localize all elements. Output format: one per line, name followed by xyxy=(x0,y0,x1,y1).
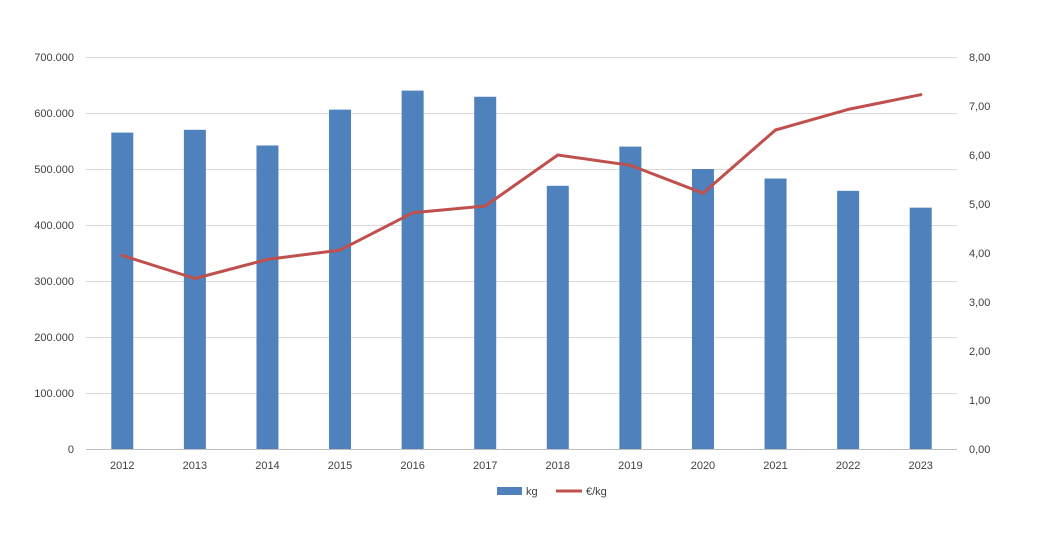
left-axis-ticks: 0 100.000 200.000 300.000 400.000 500.000 600.… xyxy=(34,52,74,456)
line-point-2015 xyxy=(338,248,342,252)
bar-2018 xyxy=(546,185,569,450)
x-tick-label: 2014 xyxy=(255,460,279,472)
right-tick-label: 6,00 xyxy=(969,150,990,162)
line-series xyxy=(120,93,923,280)
line-point-2014 xyxy=(265,257,269,261)
bar-2016 xyxy=(401,90,424,449)
x-tick-label: 2016 xyxy=(400,460,424,472)
legend-label-kg: kg xyxy=(526,486,538,498)
legend-swatch-kg xyxy=(497,487,522,495)
right-tick-label: 3,00 xyxy=(969,297,990,309)
bar-series xyxy=(111,90,932,450)
line-point-2022 xyxy=(846,107,850,111)
line-point-2017 xyxy=(483,204,487,208)
right-tick-label: 4,00 xyxy=(969,248,990,260)
right-tick-label: 5,00 xyxy=(969,199,990,211)
x-tick-label: 2022 xyxy=(836,460,860,472)
bar-2022 xyxy=(837,190,860,449)
x-tick-label: 2021 xyxy=(763,460,787,472)
left-tick-label: 500.000 xyxy=(34,164,74,176)
bar-2019 xyxy=(619,146,642,449)
x-tick-label: 2017 xyxy=(473,460,497,472)
line-point-2013 xyxy=(193,276,197,280)
right-tick-label: 2,00 xyxy=(969,346,990,358)
bar-2013 xyxy=(183,129,206,450)
bar-2012 xyxy=(111,132,134,449)
line-point-2020 xyxy=(701,191,705,195)
left-tick-label: 100.000 xyxy=(34,388,74,400)
left-tick-label: 0 xyxy=(68,444,74,456)
left-tick-label: 200.000 xyxy=(34,332,74,344)
line-point-2018 xyxy=(556,153,560,157)
line-point-2016 xyxy=(411,211,415,215)
x-tick-label: 2019 xyxy=(618,460,642,472)
x-tick-label: 2013 xyxy=(183,460,207,472)
left-tick-label: 700.000 xyxy=(34,52,74,64)
right-tick-label: 8,00 xyxy=(969,52,990,64)
bar-2023 xyxy=(909,207,932,449)
line-point-2021 xyxy=(774,128,778,132)
left-tick-label: 300.000 xyxy=(34,276,74,288)
bar-2014 xyxy=(256,145,279,450)
legend-label-eur-per-kg: €/kg xyxy=(586,486,607,498)
line-point-2019 xyxy=(628,163,632,167)
left-tick-label: 400.000 xyxy=(34,220,74,232)
gridlines xyxy=(86,57,957,450)
left-tick-label: 600.000 xyxy=(34,108,74,120)
x-tick-label: 2023 xyxy=(908,460,932,472)
right-tick-label: 1,00 xyxy=(969,395,990,407)
bar-2017 xyxy=(474,96,497,449)
x-tick-label: 2015 xyxy=(328,460,352,472)
bar-2015 xyxy=(329,109,352,449)
bar-2021 xyxy=(764,178,787,449)
right-axis-ticks: 0,00 1,00 2,00 3,00 4,00 5,00 6,00 7,00 8,00 xyxy=(969,52,990,456)
x-tick-label: 2020 xyxy=(691,460,715,472)
right-tick-label: 0,00 xyxy=(969,444,990,456)
x-tick-label: 2018 xyxy=(546,460,570,472)
x-axis-ticks: 2012 2013 2014 2015 2016 2017 2018 2019 2020 2021… xyxy=(110,460,933,472)
x-tick-label: 2012 xyxy=(110,460,134,472)
line-eur-per-kg xyxy=(120,93,923,280)
right-tick-label: 7,00 xyxy=(969,101,990,113)
bar-2020 xyxy=(691,169,714,449)
legend: kg €/kg xyxy=(497,486,607,498)
line-point-2012 xyxy=(120,253,124,257)
line-point-2023 xyxy=(919,93,923,97)
